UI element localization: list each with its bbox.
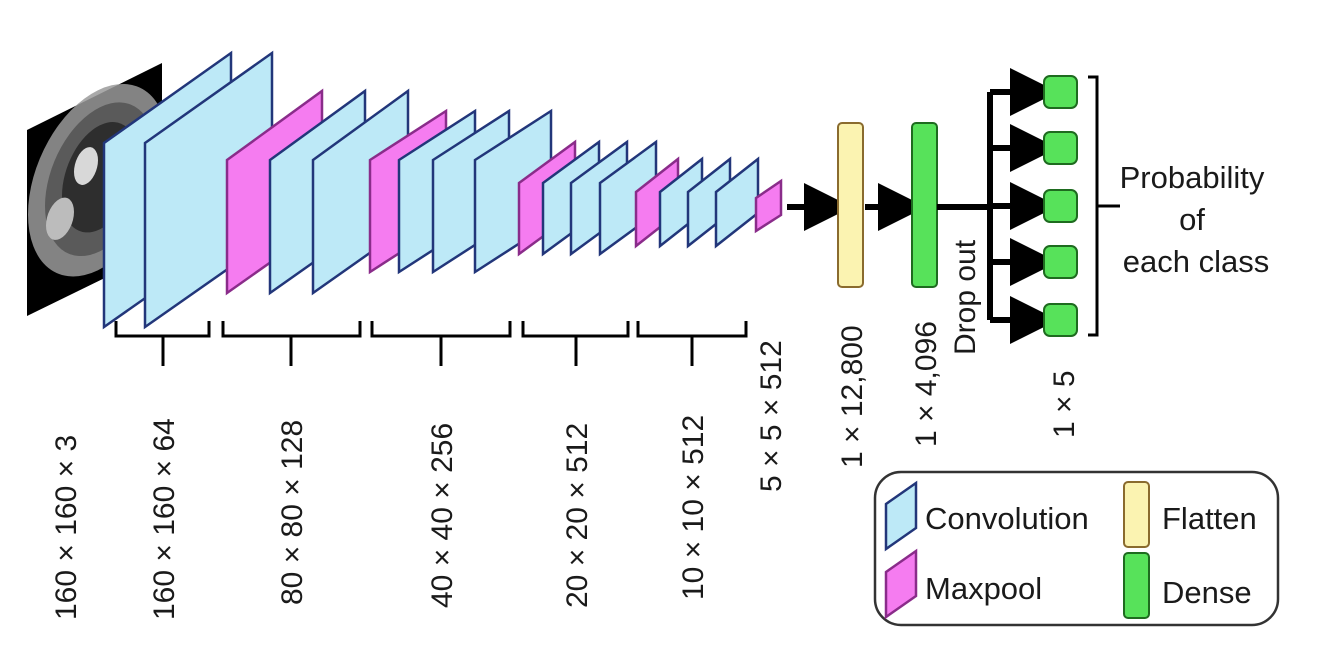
legend: Convolution Maxpool Flatten Dense	[873, 470, 1280, 627]
legend-box	[873, 470, 1280, 627]
dim-label-input: 160 × 160 × 3	[50, 435, 83, 620]
output-node-4	[1043, 245, 1078, 279]
probability-label-line1: Probability	[1120, 160, 1265, 195]
bracket-stage-5	[636, 321, 748, 366]
stage-brackets	[114, 321, 748, 366]
probability-label-line3: each class	[1123, 244, 1269, 279]
maxpool-layer-18	[754, 178, 783, 234]
bracket-stage-4	[521, 321, 630, 366]
legend-maxpool-label: Maxpool	[925, 571, 1042, 606]
probability-label-line2: of	[1179, 202, 1205, 237]
output-node-2	[1043, 131, 1078, 165]
dim-label-stage-2: 80 × 80 × 128	[276, 420, 309, 605]
legend-convolution-label: Convolution	[925, 501, 1089, 536]
legend-dense-label: Dense	[1162, 575, 1252, 610]
output-node-5	[1043, 303, 1078, 337]
dim-label-flatten: 1 × 12,800	[836, 325, 869, 468]
dropout-label: Drop out	[949, 239, 982, 355]
dimension-labels: 160 × 160 × 3 160 × 160 × 64 80 × 80 × 1…	[50, 239, 1081, 620]
dim-label-stage-4: 20 × 20 × 512	[561, 423, 594, 608]
dim-label-dense: 1 × 4,096	[910, 321, 943, 447]
dim-label-stage-5: 10 × 10 × 512	[677, 415, 710, 600]
dense-layer	[911, 122, 938, 288]
legend-flatten-label: Flatten	[1162, 501, 1257, 536]
bracket-stage-1	[114, 321, 211, 366]
flatten-layer	[837, 122, 864, 288]
layer-stack	[102, 50, 783, 330]
output-node-1	[1043, 75, 1078, 109]
output-fanout	[937, 68, 1058, 344]
legend-dense-swatch	[1123, 552, 1150, 619]
dim-label-output: 1 × 5	[1048, 370, 1081, 438]
dim-label-final-pool: 5 × 5 × 512	[755, 340, 788, 492]
output-nodes	[1043, 75, 1078, 337]
output-bracket	[1088, 75, 1099, 337]
bracket-stage-2	[221, 321, 362, 366]
legend-maxpool-swatch	[884, 548, 918, 620]
legend-flatten-swatch	[1123, 481, 1150, 548]
dim-label-stage-1: 160 × 160 × 64	[148, 418, 181, 620]
output-node-3	[1043, 189, 1078, 223]
bracket-stage-3	[370, 321, 512, 366]
dim-label-stage-3: 40 × 40 × 256	[426, 423, 459, 608]
legend-convolution-swatch	[884, 480, 918, 552]
